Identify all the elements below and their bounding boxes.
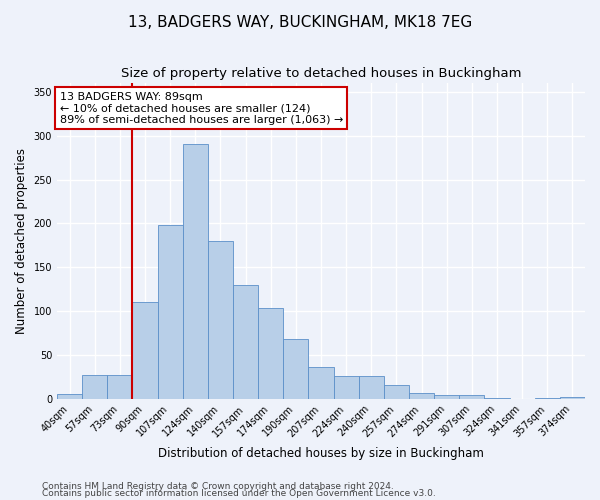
Bar — [283, 339, 308, 399]
Bar — [258, 308, 283, 399]
Bar — [233, 285, 258, 399]
Bar — [409, 392, 434, 399]
Text: Contains public sector information licensed under the Open Government Licence v3: Contains public sector information licen… — [42, 489, 436, 498]
Bar — [484, 398, 509, 399]
Bar — [133, 302, 158, 399]
Bar — [560, 397, 585, 399]
X-axis label: Distribution of detached houses by size in Buckingham: Distribution of detached houses by size … — [158, 447, 484, 460]
Bar — [208, 241, 233, 399]
Title: Size of property relative to detached houses in Buckingham: Size of property relative to detached ho… — [121, 68, 521, 80]
Bar — [107, 375, 133, 399]
Bar — [334, 376, 359, 399]
Bar — [308, 367, 334, 399]
Text: Contains HM Land Registry data © Crown copyright and database right 2024.: Contains HM Land Registry data © Crown c… — [42, 482, 394, 491]
Text: 13, BADGERS WAY, BUCKINGHAM, MK18 7EG: 13, BADGERS WAY, BUCKINGHAM, MK18 7EG — [128, 15, 472, 30]
Bar — [57, 394, 82, 399]
Bar — [359, 376, 384, 399]
Bar — [434, 396, 459, 399]
Bar — [82, 375, 107, 399]
Bar — [535, 398, 560, 399]
Text: 13 BADGERS WAY: 89sqm
← 10% of detached houses are smaller (124)
89% of semi-det: 13 BADGERS WAY: 89sqm ← 10% of detached … — [59, 92, 343, 125]
Y-axis label: Number of detached properties: Number of detached properties — [15, 148, 28, 334]
Bar — [384, 385, 409, 399]
Bar — [183, 144, 208, 399]
Bar — [158, 225, 183, 399]
Bar — [459, 396, 484, 399]
